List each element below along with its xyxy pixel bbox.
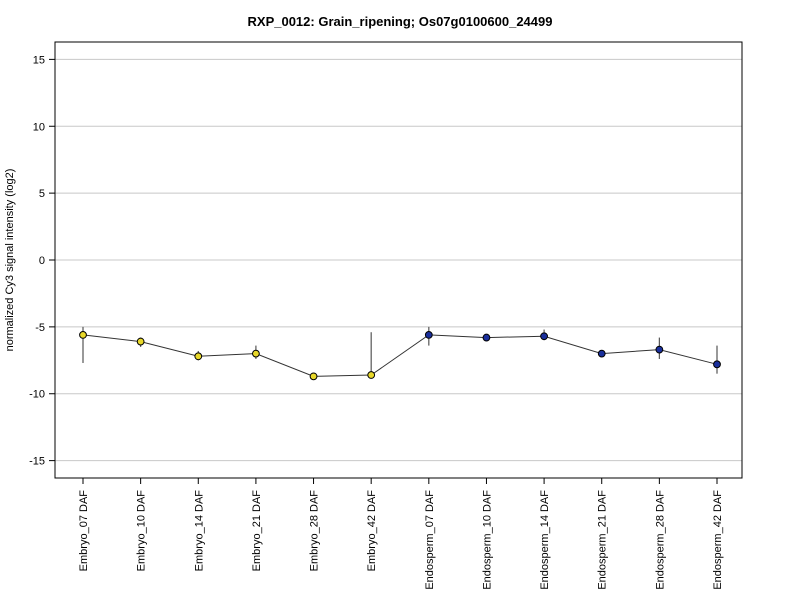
chart-title: RXP_0012: Grain_ripening; Os07g0100600_2… [248,14,553,29]
data-point [482,333,491,342]
y-tick-label: -15 [29,456,45,468]
x-tick-label: Embryo_14 DAF [193,490,205,572]
y-tick-label: 10 [33,121,45,133]
data-point [367,371,376,379]
data-point [252,349,260,358]
y-axis-label: normalized Cy3 signal intensity (log2) [4,169,16,352]
plot-series [79,326,721,381]
y-axis: -15 -10 -5 0 5 10 15 [29,54,55,468]
series-line [82,334,718,377]
x-axis: Embryo_07 DAF Embryo_10 DAF Embryo_14 DAF E… [78,478,724,590]
plot-frame [54,41,743,479]
x-tick-label: Endosperm_28 DAF [654,490,666,590]
y-tick-label: 15 [33,54,45,66]
x-tick-label: Endosperm_42 DAF [712,490,724,590]
x-tick-label: Endosperm_07 DAF [424,490,436,590]
data-point [597,349,606,358]
x-tick-label: Embryo_28 DAF [309,490,321,572]
y-tick-label: -10 [29,389,45,401]
x-tick-label: Endosperm_14 DAF [539,490,551,590]
data-point [540,332,548,341]
x-tick-label: Embryo_10 DAF [136,490,148,572]
data-point [424,330,433,339]
y-tick-label: 0 [39,255,45,267]
x-tick-label: Embryo_42 DAF [366,490,378,572]
data-point [194,352,203,361]
x-tick-label: Embryo_07 DAF [78,490,90,572]
x-tick-label: Endosperm_21 DAF [597,490,609,590]
data-point [713,360,721,369]
x-tick-label: Embryo_21 DAF [251,490,263,572]
grid-lines [55,58,742,462]
y-tick-label: 5 [39,188,45,200]
x-tick-label: Endosperm_10 DAF [481,490,493,590]
data-point [79,330,87,339]
data-point [655,345,664,354]
data-point [309,372,318,381]
data-point [136,337,145,346]
y-tick-label: -5 [35,322,45,334]
